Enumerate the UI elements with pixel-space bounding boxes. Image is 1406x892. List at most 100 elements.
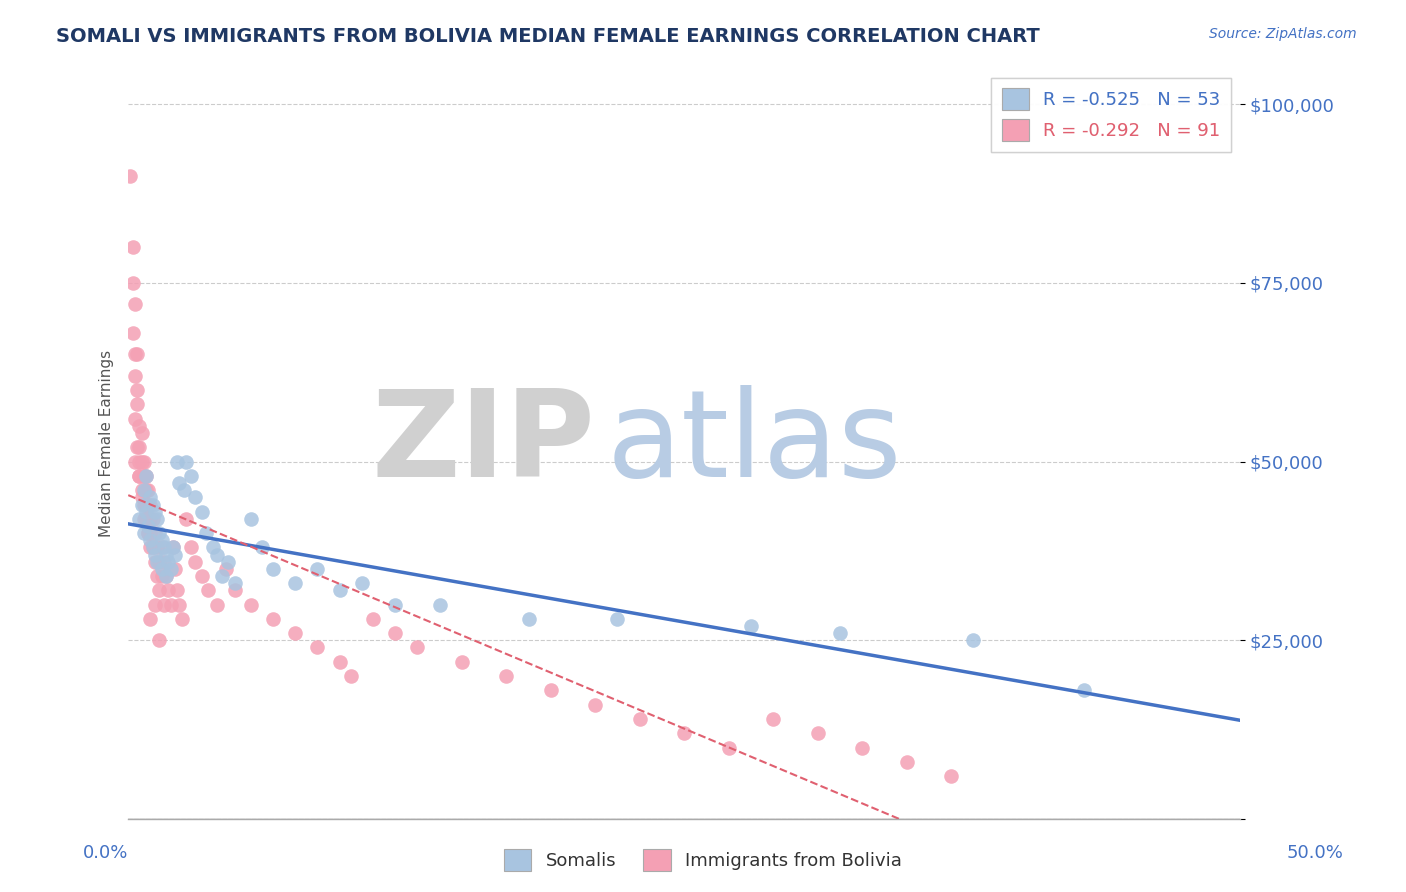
Point [211, 569, 233, 583]
Point [157, 555, 180, 569]
Text: 0.0%: 0.0% [83, 844, 128, 862]
Point [135, 469, 157, 483]
Point [155, 569, 177, 583]
Point [136, 526, 159, 541]
Point [124, 297, 146, 311]
Point [628, 712, 651, 726]
Point [146, 569, 169, 583]
Point [717, 740, 740, 755]
Point [136, 519, 159, 533]
Point [139, 541, 162, 555]
Point [540, 683, 562, 698]
Point [239, 598, 262, 612]
Point [135, 469, 157, 483]
Point [673, 726, 696, 740]
Point [124, 455, 146, 469]
Point [131, 425, 153, 440]
Text: atlas: atlas [606, 385, 903, 502]
Point [127, 383, 149, 397]
Point [124, 411, 146, 425]
Point [132, 512, 155, 526]
Point [139, 526, 162, 541]
Point [284, 626, 307, 640]
Point [166, 583, 188, 598]
Point [217, 555, 239, 569]
Point [132, 483, 155, 498]
Point [139, 612, 162, 626]
Point [148, 583, 170, 598]
Point [127, 441, 149, 455]
Point [139, 533, 162, 548]
Point [135, 483, 157, 498]
Point [162, 541, 184, 555]
Point [155, 548, 177, 562]
Point [131, 483, 153, 498]
Point [128, 455, 150, 469]
Point [153, 555, 176, 569]
Point [328, 583, 350, 598]
Point [131, 491, 153, 505]
Point [807, 726, 830, 740]
Point [121, 240, 143, 254]
Point [120, 169, 142, 183]
Point [128, 469, 150, 483]
Point [139, 491, 162, 505]
Point [150, 562, 173, 576]
Point [307, 640, 329, 655]
Point [190, 505, 212, 519]
Point [150, 533, 173, 548]
Point [132, 455, 155, 469]
Point [166, 455, 188, 469]
Point [190, 569, 212, 583]
Point [132, 469, 155, 483]
Point [143, 526, 166, 541]
Point [361, 612, 384, 626]
Point [128, 469, 150, 483]
Point [135, 505, 157, 519]
Point [143, 598, 166, 612]
Point [896, 755, 918, 769]
Point [143, 548, 166, 562]
Point [170, 612, 193, 626]
Point [139, 498, 162, 512]
Point [153, 541, 176, 555]
Text: 50.0%: 50.0% [1286, 844, 1343, 862]
Point [384, 626, 406, 640]
Point [150, 541, 173, 555]
Point [157, 583, 180, 598]
Point [350, 576, 373, 591]
Point [150, 569, 173, 583]
Point [239, 512, 262, 526]
Point [173, 483, 195, 498]
Point [828, 626, 851, 640]
Point [169, 476, 191, 491]
Point [606, 612, 628, 626]
Point [132, 526, 155, 541]
Point [143, 505, 166, 519]
Legend: R = -0.525   N = 53, R = -0.292   N = 91: R = -0.525 N = 53, R = -0.292 N = 91 [991, 78, 1232, 153]
Text: SOMALI VS IMMIGRANTS FROM BOLIVIA MEDIAN FEMALE EARNINGS CORRELATION CHART: SOMALI VS IMMIGRANTS FROM BOLIVIA MEDIAN… [56, 27, 1040, 45]
Point [135, 512, 157, 526]
Point [146, 512, 169, 526]
Point [762, 712, 785, 726]
Point [429, 598, 451, 612]
Point [262, 612, 284, 626]
Point [495, 669, 517, 683]
Point [142, 498, 165, 512]
Point [224, 576, 246, 591]
Point [142, 512, 165, 526]
Point [262, 562, 284, 576]
Point [174, 512, 197, 526]
Point [127, 347, 149, 361]
Point [205, 598, 228, 612]
Point [224, 583, 246, 598]
Point [128, 418, 150, 433]
Point [163, 562, 186, 576]
Point [146, 555, 169, 569]
Point [132, 498, 155, 512]
Point [159, 562, 181, 576]
Point [159, 598, 181, 612]
Point [132, 469, 155, 483]
Point [205, 548, 228, 562]
Point [284, 576, 307, 591]
